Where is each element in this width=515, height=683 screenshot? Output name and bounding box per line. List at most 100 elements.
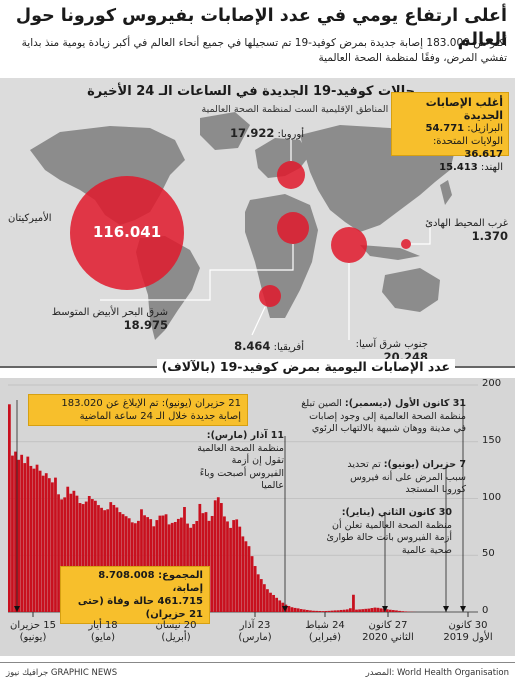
japan-landmass: [440, 180, 452, 205]
bar: [97, 505, 100, 612]
bar: [293, 607, 297, 612]
bar: [94, 500, 97, 612]
bar: [262, 584, 266, 612]
x-tick-label: 27 كانون الثاني 2020: [362, 620, 414, 643]
map-title: حالات كوفيد-19 الجديدة في الساعات الـ 24…: [87, 84, 415, 99]
bar: [112, 504, 116, 612]
headline: أعلى ارتفاع يومي في عدد الإصابات بفيروس …: [15, 6, 507, 50]
bar: [333, 610, 337, 612]
bar: [176, 518, 180, 612]
bar: [35, 464, 39, 612]
bar: [41, 475, 45, 612]
bar: [395, 610, 398, 612]
bar: [309, 610, 312, 612]
bar: [364, 608, 368, 612]
total-callout-line1: المجموع: 8.708.008 إصابة،: [98, 570, 203, 594]
x-tick-label: 15 حزيران (يونيو): [9, 620, 57, 643]
bar: [78, 503, 82, 612]
bar: [388, 609, 392, 612]
event-marker: [382, 606, 388, 612]
bar: [358, 609, 361, 612]
x-tick-label: 30 كانون الأول 2019: [443, 620, 493, 643]
y-tick-label: 100: [482, 491, 502, 503]
bar: [315, 610, 318, 612]
bar: [385, 609, 389, 612]
bar: [84, 501, 88, 612]
bar: [339, 609, 343, 612]
peak-callout-line1: 21 حزيران (يونيو): تم الإبلاغ عن 183.020: [61, 398, 241, 409]
bar: [29, 465, 33, 612]
annotation-jan7: 7 حزيران (يونيو): تم تحديد سبب المرض على…: [347, 459, 466, 495]
source-text: World Health Organisation :المصدر: [365, 668, 509, 678]
label-americas: الأميركيتان: [8, 213, 52, 224]
bubble-western-pacific: [401, 239, 411, 249]
top-countries-heading: أغلب الإصابات الجديدة: [425, 96, 503, 122]
label-eastern-mediterranean: شرق البحر الأبيض المتوسط 18.975: [51, 307, 168, 332]
bar: [299, 609, 303, 612]
indonesia-landmass: [360, 245, 420, 260]
bar: [401, 611, 404, 612]
label-africa: أفريقيا: 8.464: [234, 339, 304, 353]
bar: [72, 490, 76, 612]
peak-callout-line2: إصابة جديدة خلال الـ 24 ساعة الماضية: [79, 411, 241, 422]
bubble-americas: [70, 176, 184, 290]
bar: [324, 610, 328, 612]
americas-value: 116.041: [92, 223, 162, 241]
bar: [124, 516, 128, 612]
x-tick-label: 20 نيسان (أبريل): [155, 620, 197, 643]
bar: [241, 536, 245, 612]
bar: [256, 574, 260, 612]
total-callout-line2: 461.715 حالة وفاة (حتى 21 حزيران): [77, 596, 203, 620]
bar: [318, 610, 322, 612]
bar: [250, 556, 254, 612]
map-subtitle: حسب المناطق الإقليمية الست لمنظمة الصحة …: [201, 104, 415, 115]
bar: [330, 610, 334, 612]
label-western-pacific: غرب المحيط الهادئ 1.370: [425, 218, 508, 243]
bar: [32, 468, 36, 612]
bar: [382, 608, 386, 612]
bar: [229, 527, 232, 612]
bar: [391, 610, 395, 612]
bar: [63, 497, 67, 612]
y-tick-label: 50: [482, 548, 495, 560]
bar: [290, 607, 294, 612]
bar: [361, 609, 365, 612]
bar: [198, 503, 202, 612]
bar: [296, 608, 300, 612]
bar: [69, 493, 73, 612]
bar: [140, 509, 143, 612]
bar: [8, 404, 11, 612]
bar: [149, 519, 153, 612]
bar: [235, 519, 239, 612]
bar: [20, 454, 24, 612]
bar: [118, 512, 122, 612]
x-tick-label: 18 أيار (مايو): [88, 620, 118, 643]
bubble-eastern-mediterranean: [277, 212, 309, 244]
bar: [345, 609, 349, 612]
bar: [223, 516, 226, 612]
bar: [247, 546, 251, 612]
top-country-row: الولايات المتحدة: 36.617: [432, 136, 503, 160]
bar: [161, 515, 165, 612]
bar: [269, 592, 272, 612]
bar: [376, 607, 380, 612]
bar: [75, 495, 79, 612]
bar: [305, 609, 309, 612]
bar: [11, 455, 14, 612]
bar: [143, 515, 146, 612]
australia-landmass: [382, 268, 440, 312]
top-countries-box: أغلب الإصابات الجديدة البرازيل: 54.771 ا…: [391, 92, 509, 173]
bar: [348, 608, 352, 612]
credit-text: جرافيك نيوز GRAPHIC NEWS: [6, 668, 118, 678]
annotation-mar11: 11 آذار (مارس): منظمة الصحة العالمية تقو…: [197, 430, 284, 491]
y-tick-label: 0: [482, 605, 489, 616]
bar: [14, 451, 17, 612]
bar: [278, 600, 282, 612]
bar: [367, 608, 371, 612]
bar: [404, 611, 408, 612]
total-callout-box: المجموع: 8.708.008 إصابة، 461.715 حالة و…: [60, 566, 210, 624]
bar: [38, 470, 42, 612]
bubble-africa: [259, 285, 281, 307]
annotation-jan30: 30 كانون الثاني (يناير): منظمة الصحة الع…: [326, 507, 452, 556]
